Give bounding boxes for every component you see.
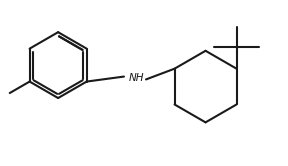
Text: NH: NH	[129, 73, 145, 83]
